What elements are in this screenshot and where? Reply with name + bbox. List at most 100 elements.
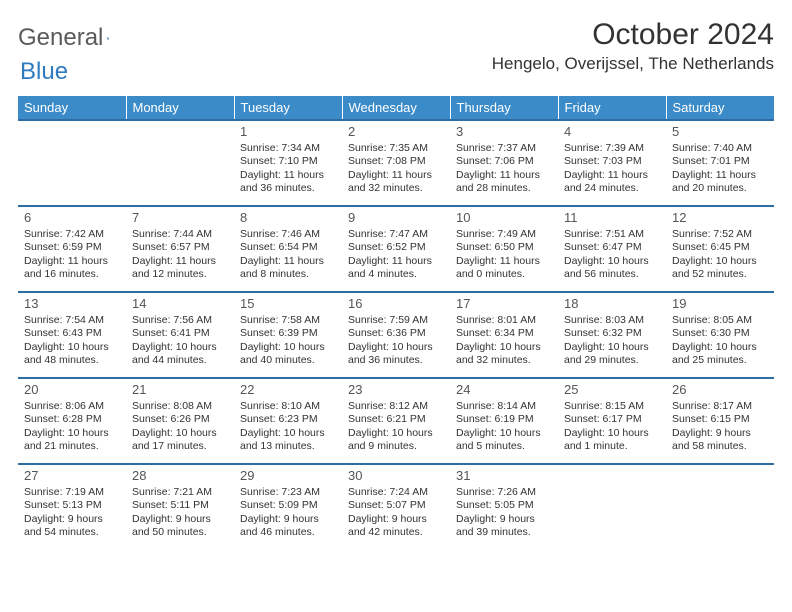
sunset-text: Sunset: 5:13 PM xyxy=(24,499,120,512)
sunset-text: Sunset: 5:09 PM xyxy=(240,499,336,512)
day-number: 11 xyxy=(564,210,660,227)
daylight-text: Daylight: 10 hours and 17 minutes. xyxy=(132,427,228,454)
calendar-page: General October 2024 Hengelo, Overijssel… xyxy=(0,0,792,550)
day-number: 18 xyxy=(564,296,660,313)
weekday-header: Friday xyxy=(558,96,666,120)
calendar-cell: 29Sunrise: 7:23 AMSunset: 5:09 PMDayligh… xyxy=(234,464,342,550)
calendar-week-row: 1Sunrise: 7:34 AMSunset: 7:10 PM Daylight… xyxy=(18,120,774,206)
day-number: 21 xyxy=(132,382,228,399)
day-number: 23 xyxy=(348,382,444,399)
calendar-cell: 22Sunrise: 8:10 AMSunset: 6:23 PMDayligh… xyxy=(234,378,342,464)
sunset-text: Sunset: 6:36 PM xyxy=(348,327,444,340)
weekday-header: Tuesday xyxy=(234,96,342,120)
day-number: 6 xyxy=(24,210,120,227)
day-number: 1 xyxy=(240,124,336,141)
daylight-text: Daylight: 10 hours and 29 minutes. xyxy=(564,341,660,368)
calendar-week-row: 27Sunrise: 7:19 AMSunset: 5:13 PMDayligh… xyxy=(18,464,774,550)
calendar-cell: 28Sunrise: 7:21 AMSunset: 5:11 PMDayligh… xyxy=(126,464,234,550)
calendar-cell: 23Sunrise: 8:12 AMSunset: 6:21 PMDayligh… xyxy=(342,378,450,464)
sunrise-text: Sunrise: 7:56 AM xyxy=(132,314,228,327)
calendar-cell: 3Sunrise: 7:37 AMSunset: 7:06 PMDaylight… xyxy=(450,120,558,206)
sunrise-text: Sunrise: 8:01 AM xyxy=(456,314,552,327)
weekday-header: Wednesday xyxy=(342,96,450,120)
sunrise-text: Sunrise: 7:34 AM xyxy=(240,142,336,155)
weekday-header: Saturday xyxy=(666,96,774,120)
sunset-text: Sunset: 6:41 PM xyxy=(132,327,228,340)
day-number: 3 xyxy=(456,124,552,141)
day-number: 4 xyxy=(564,124,660,141)
calendar-week-row: 13Sunrise: 7:54 AMSunset: 6:43 PMDayligh… xyxy=(18,292,774,378)
calendar-cell: 17Sunrise: 8:01 AMSunset: 6:34 PMDayligh… xyxy=(450,292,558,378)
calendar-cell: 24Sunrise: 8:14 AMSunset: 6:19 PMDayligh… xyxy=(450,378,558,464)
sunset-text: Sunset: 6:30 PM xyxy=(672,327,768,340)
sunset-text: Sunset: 7:06 PM xyxy=(456,155,552,168)
calendar-cell: 14Sunrise: 7:56 AMSunset: 6:41 PMDayligh… xyxy=(126,292,234,378)
sunset-text: Sunset: 6:54 PM xyxy=(240,241,336,254)
day-number: 27 xyxy=(24,468,120,485)
sunset-text: Sunset: 6:23 PM xyxy=(240,413,336,426)
sunset-text: Sunset: 6:34 PM xyxy=(456,327,552,340)
day-number: 9 xyxy=(348,210,444,227)
sunrise-text: Sunrise: 7:58 AM xyxy=(240,314,336,327)
day-number: 24 xyxy=(456,382,552,399)
calendar-cell xyxy=(126,120,234,206)
calendar-cell: 5Sunrise: 7:40 AMSunset: 7:01 PMDaylight… xyxy=(666,120,774,206)
calendar-cell: 19Sunrise: 8:05 AMSunset: 6:30 PMDayligh… xyxy=(666,292,774,378)
sunset-text: Sunset: 7:01 PM xyxy=(672,155,768,168)
calendar-week-row: 6Sunrise: 7:42 AMSunset: 6:59 PMDaylight… xyxy=(18,206,774,292)
sunset-text: Sunset: 6:39 PM xyxy=(240,327,336,340)
calendar-cell: 10Sunrise: 7:49 AMSunset: 6:50 PMDayligh… xyxy=(450,206,558,292)
sunset-text: Sunset: 6:17 PM xyxy=(564,413,660,426)
sunset-text: Sunset: 6:28 PM xyxy=(24,413,120,426)
calendar-cell: 15Sunrise: 7:58 AMSunset: 6:39 PMDayligh… xyxy=(234,292,342,378)
sunrise-text: Sunrise: 7:19 AM xyxy=(24,486,120,499)
sunrise-text: Sunrise: 8:17 AM xyxy=(672,400,768,413)
day-number: 19 xyxy=(672,296,768,313)
day-number: 5 xyxy=(672,124,768,141)
sunrise-text: Sunrise: 7:59 AM xyxy=(348,314,444,327)
calendar-cell: 13Sunrise: 7:54 AMSunset: 6:43 PMDayligh… xyxy=(18,292,126,378)
sunrise-text: Sunrise: 8:10 AM xyxy=(240,400,336,413)
sunrise-text: Sunrise: 7:52 AM xyxy=(672,228,768,241)
sunrise-text: Sunrise: 7:51 AM xyxy=(564,228,660,241)
sunset-text: Sunset: 7:03 PM xyxy=(564,155,660,168)
daylight-text: Daylight: 11 hours and 20 minutes. xyxy=(672,169,768,196)
day-number: 14 xyxy=(132,296,228,313)
day-number: 22 xyxy=(240,382,336,399)
day-number: 15 xyxy=(240,296,336,313)
sunset-text: Sunset: 6:26 PM xyxy=(132,413,228,426)
sunrise-text: Sunrise: 7:39 AM xyxy=(564,142,660,155)
sail-icon xyxy=(107,28,111,48)
sunrise-text: Sunrise: 7:46 AM xyxy=(240,228,336,241)
day-number: 10 xyxy=(456,210,552,227)
calendar-cell: 16Sunrise: 7:59 AMSunset: 6:36 PMDayligh… xyxy=(342,292,450,378)
sunset-text: Sunset: 6:15 PM xyxy=(672,413,768,426)
day-number: 31 xyxy=(456,468,552,485)
calendar-cell: 8Sunrise: 7:46 AMSunset: 6:54 PMDaylight… xyxy=(234,206,342,292)
calendar-cell: 2Sunrise: 7:35 AMSunset: 7:08 PMDaylight… xyxy=(342,120,450,206)
daylight-text: Daylight: 10 hours and 25 minutes. xyxy=(672,341,768,368)
daylight-text: Daylight: 11 hours and 12 minutes. xyxy=(132,255,228,282)
sunset-text: Sunset: 6:32 PM xyxy=(564,327,660,340)
day-number: 25 xyxy=(564,382,660,399)
daylight-text: Daylight: 10 hours and 44 minutes. xyxy=(132,341,228,368)
day-number: 13 xyxy=(24,296,120,313)
sunrise-text: Sunrise: 7:47 AM xyxy=(348,228,444,241)
calendar-cell xyxy=(18,120,126,206)
sunrise-text: Sunrise: 7:35 AM xyxy=(348,142,444,155)
sunrise-text: Sunrise: 8:14 AM xyxy=(456,400,552,413)
daylight-text: Daylight: 10 hours and 9 minutes. xyxy=(348,427,444,454)
title-block: October 2024 Hengelo, Overijssel, The Ne… xyxy=(492,18,774,74)
weekday-header: Monday xyxy=(126,96,234,120)
sunrise-text: Sunrise: 8:05 AM xyxy=(672,314,768,327)
daylight-text: Daylight: 9 hours and 58 minutes. xyxy=(672,427,768,454)
calendar-body: 1Sunrise: 7:34 AMSunset: 7:10 PM Daylight… xyxy=(18,120,774,550)
calendar-cell: 9Sunrise: 7:47 AMSunset: 6:52 PMDaylight… xyxy=(342,206,450,292)
daylight-text: Daylight: 10 hours and 1 minute. xyxy=(564,427,660,454)
calendar-cell: 25Sunrise: 8:15 AMSunset: 6:17 PMDayligh… xyxy=(558,378,666,464)
daylight-text: Daylight: 10 hours and 13 minutes. xyxy=(240,427,336,454)
sunset-text: Sunset: 6:47 PM xyxy=(564,241,660,254)
sunset-text: Sunset: 7:10 PM xyxy=(240,155,336,168)
calendar-table: Sunday Monday Tuesday Wednesday Thursday… xyxy=(18,96,774,550)
day-number: 8 xyxy=(240,210,336,227)
